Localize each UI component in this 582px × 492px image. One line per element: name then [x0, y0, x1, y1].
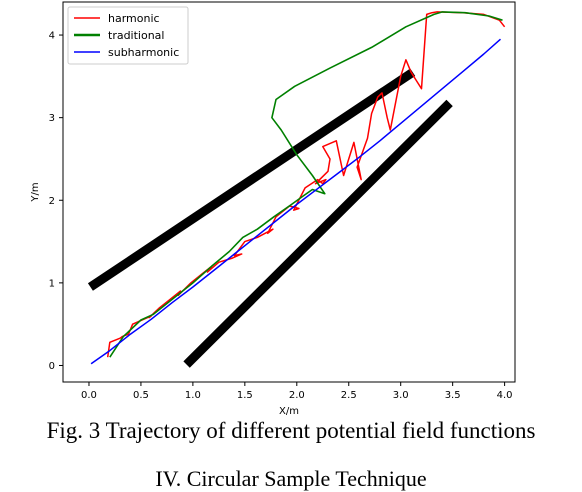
x-tick-label: 2.0 — [289, 390, 305, 401]
legend-label-traditional: traditional — [108, 29, 164, 42]
legend-label-subharmonic: subharmonic — [108, 46, 179, 59]
series-line-traditional — [109, 11, 503, 358]
plot-background — [63, 2, 515, 382]
section-heading: IV. Circular Sample Technique — [155, 466, 427, 491]
series-line-harmonic — [106, 11, 506, 358]
x-tick-label: 3.5 — [445, 390, 461, 401]
y-axis-label: Y/m — [30, 182, 41, 202]
x-tick-label: 2.5 — [341, 390, 357, 401]
obstacles-layer — [87, 68, 453, 368]
x-tick-label: 1.0 — [185, 390, 201, 401]
y-tick-label: 1 — [49, 278, 55, 289]
series-layer — [90, 11, 506, 365]
y-tick-label: 3 — [49, 113, 55, 124]
x-tick-label: 1.5 — [237, 390, 253, 401]
y-tick-label: 4 — [49, 31, 55, 42]
series-line-subharmonic — [90, 38, 501, 365]
figure-caption: Fig. 3 Trajectory of different potential… — [46, 418, 536, 443]
legend: harmonic traditional subharmonic — [67, 6, 189, 65]
x-tick-label: 0.5 — [133, 390, 149, 401]
x-axis-label: X/m — [279, 406, 299, 417]
obstacle-wall-2 — [183, 99, 453, 368]
x-tick-label: 3.0 — [393, 390, 409, 401]
y-ticks: 0 1 2 3 4 — [49, 31, 63, 372]
trajectory-chart: 0.0 0.5 1.0 1.5 2.0 2.5 3.0 3.5 4.0 0 1 2 3 4 X/m Y/… — [30, 1, 516, 417]
x-ticks: 0.0 0.5 1.0 1.5 2.0 2.5 3.0 3.5 4.0 — [81, 382, 513, 401]
legend-label-harmonic: harmonic — [108, 12, 160, 25]
y-tick-label: 2 — [49, 196, 55, 207]
x-tick-label: 4.0 — [497, 390, 513, 401]
plot-frame — [62, 1, 516, 383]
x-tick-label: 0.0 — [81, 390, 97, 401]
obstacle-wall-1 — [87, 68, 416, 291]
y-tick-label: 0 — [49, 361, 55, 372]
legend-box — [67, 6, 189, 65]
